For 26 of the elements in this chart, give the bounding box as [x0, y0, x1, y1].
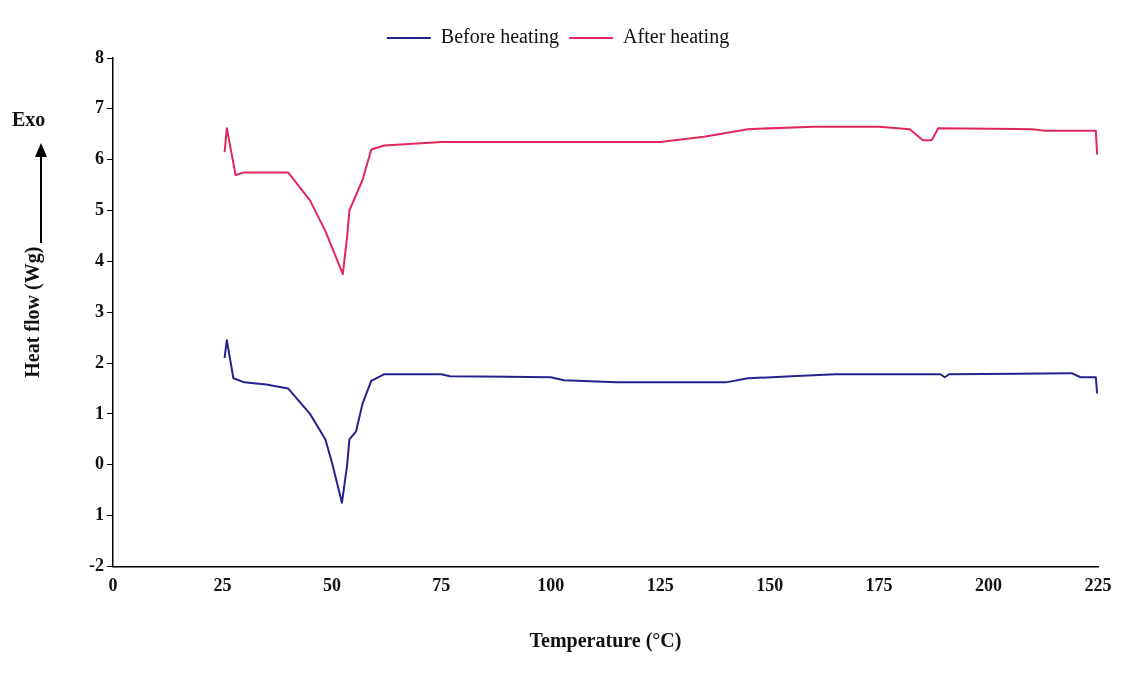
- x-tick-label: 125: [646, 574, 674, 595]
- y-tick-label: 7: [94, 97, 104, 118]
- x-tick-label: 25: [213, 574, 232, 595]
- x-tick-label: 225: [1084, 574, 1112, 595]
- y-tick-label: 6: [94, 148, 104, 169]
- y-tick-label: 2: [94, 351, 104, 372]
- text: Exo: [12, 108, 46, 131]
- x-axis-title: Temperature (°C): [529, 629, 682, 653]
- y-tick-label: 1: [94, 504, 104, 525]
- legend-label: Before heating: [440, 25, 560, 49]
- y-tick-label: 5: [94, 199, 104, 220]
- y-tick-label: 0: [94, 453, 104, 474]
- y-tick-label: 3: [94, 300, 104, 321]
- x-tick-label: 50: [322, 574, 341, 595]
- x-tick-label: 200: [975, 574, 1003, 595]
- y-tick-label: 1: [94, 402, 104, 423]
- x-tick-label: 150: [756, 574, 784, 595]
- y-tick-label: 8: [94, 46, 104, 67]
- y-axis-title: Heat flow (Wg): [21, 246, 45, 378]
- x-tick-label: 175: [865, 574, 893, 595]
- x-tick-label: 0: [108, 574, 118, 595]
- x-tick-label: 75: [432, 574, 451, 595]
- y-tick-label: -2: [88, 555, 104, 576]
- x-tick-label: 100: [537, 574, 565, 595]
- legend-label: After heating: [623, 25, 730, 49]
- y-tick-label: 4: [94, 250, 104, 271]
